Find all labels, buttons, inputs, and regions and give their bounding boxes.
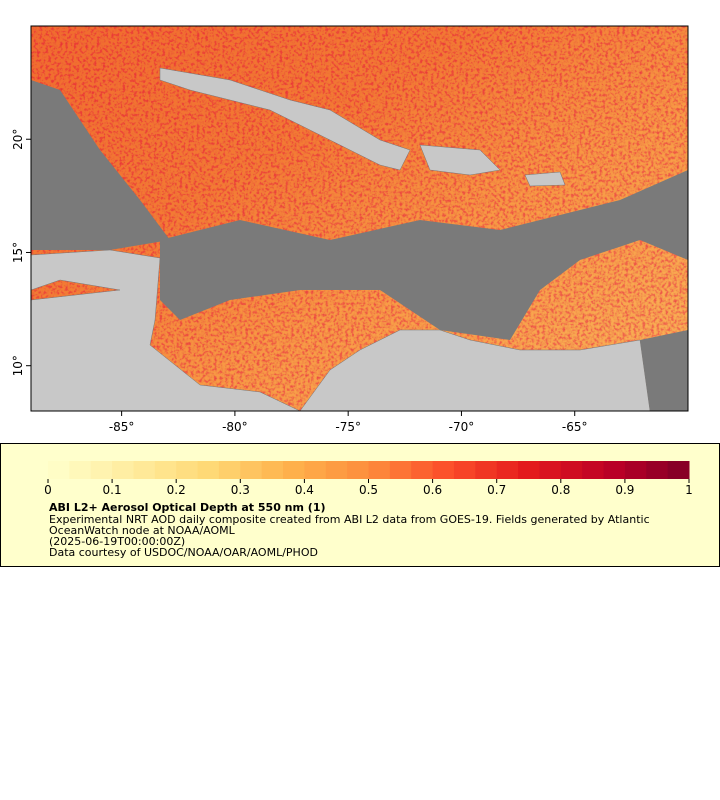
colorbar: 0 0.1 0.2 0.3 0.4 0.5 0.6 0.7 0.8 0.9 1 [44,461,693,497]
colorbar-segment [453,461,476,479]
colorbar-segment [582,461,605,479]
legend-credit: Data courtesy of USDOC/NOAA/OAR/AOML/PHO… [49,546,318,559]
x-tick-label: -65° [562,420,588,434]
colorbar-tick-label: 0.1 [103,483,122,497]
x-tick-label: -80° [222,420,248,434]
map: -85° -80° -75° -70° -65° 10° 15° 20° [11,25,689,434]
colorbar-segment [411,461,434,479]
colorbar-segment [304,461,327,479]
colorbar-segment [197,461,220,479]
colorbar-tick-label: 0.5 [359,483,378,497]
colorbar-segment [48,461,70,479]
colorbar-segment [475,461,498,479]
y-tick-label: 15° [11,242,25,263]
colorbar-segment [389,461,412,479]
legend: 0 0.1 0.2 0.3 0.4 0.5 0.6 0.7 0.8 0.9 1 ABI L2+ Ae… [0,443,720,567]
colorbar-segment [154,461,177,479]
colorbar-segment [603,461,626,479]
legend-title: ABI L2+ Aerosol Optical Depth at 550 nm … [49,501,326,514]
colorbar-tick-label: 0.3 [231,483,250,497]
colorbar-segment [112,461,134,479]
colorbar-tick-label: 1 [685,483,693,497]
colorbar-segment [347,461,369,479]
colorbar-segment [646,461,669,479]
colorbar-tick-label: 0 [44,483,52,497]
colorbar-segment [368,461,391,479]
colorbar-segment [90,461,113,479]
y-tick-label: 20° [11,129,25,150]
colorbar-segment [325,461,348,479]
x-tick-label: -75° [335,420,361,434]
colorbar-segment [496,461,519,479]
colorbar-tick-label: 0.8 [551,483,570,497]
colorbar-tick-label: 0.7 [487,483,506,497]
colorbar-segment [667,461,690,479]
x-tick-label: -85° [109,420,135,434]
colorbar-segment [261,461,284,479]
legend-description: Experimental NRT AOD daily composite cre… [49,513,650,537]
colorbar-segment [133,461,156,479]
colorbar-tick-label: 0.6 [423,483,442,497]
y-tick-label: 10° [11,355,25,376]
map-frame [30,25,689,412]
colorbar-segment [432,461,455,479]
colorbar-segment [624,461,647,479]
colorbar-tick-label: 0.2 [167,483,186,497]
map-image [31,26,688,411]
colorbar-segment [560,461,583,479]
x-tick-label: -70° [449,420,475,434]
colorbar-tick-label: 0.4 [295,483,314,497]
colorbar-segment [539,461,562,479]
colorbar-segment [518,461,540,479]
colorbar-segment [240,461,263,479]
colorbar-segment [218,461,241,479]
legend-time: (2025-06-19T00:00:00Z) [49,535,186,548]
colorbar-segment [69,461,92,479]
colorbar-segment [283,461,305,479]
colorbar-segment [176,461,199,479]
colorbar-tick-label: 0.9 [615,483,634,497]
